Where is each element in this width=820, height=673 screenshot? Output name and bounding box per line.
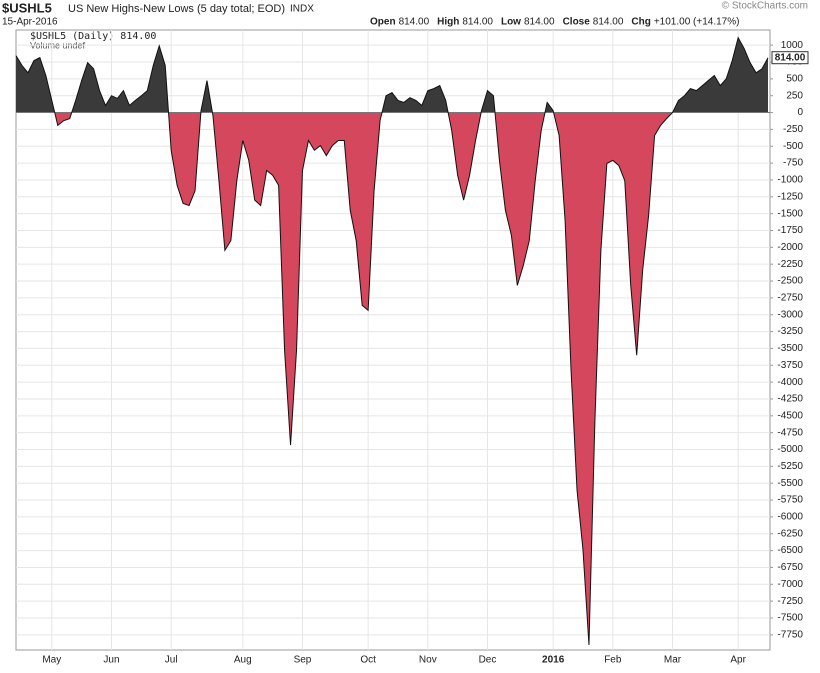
quote-label: Chg [631,17,650,28]
y-tick-label: -2250 [777,259,803,270]
area-negative [54,112,673,645]
chart-title: US New Highs-New Lows (5 day total; EOD) [68,3,285,15]
y-tick-label: -3000 [777,309,803,320]
y-tick-label: 0 [797,107,803,118]
x-tick-label: Nov [419,655,437,666]
quote-label: Close [563,17,591,28]
y-tick-label: -1750 [777,225,803,236]
y-tick-label: -5500 [777,478,803,489]
y-tick-label: -7000 [777,579,803,590]
x-tick-label: 2016 [542,655,565,666]
y-tick-label: -6750 [777,562,803,573]
y-tick-label: -6500 [777,545,803,556]
y-tick-label: -6250 [777,528,803,539]
y-tick-label: -250 [783,124,803,135]
x-tick-label: Aug [234,655,252,666]
y-tick-label: 1000 [781,40,804,51]
y-tick-label: -2750 [777,293,803,304]
quote-value: 814.00 [462,17,493,28]
line [15,36,769,645]
y-tick-label: -2000 [777,242,803,253]
y-tick-label: -5000 [777,444,803,455]
y-tick-label: -2500 [777,276,803,287]
legend: $USHL5 (Daily) 814.00 [30,31,156,42]
y-tick-label: -3750 [777,360,803,371]
x-tick-label: May [42,655,61,666]
y-tick-label: -7500 [777,613,803,624]
y-tick-label: -7250 [777,596,803,607]
symbol: $USHL5 [2,0,52,15]
x-tick-label: Dec [479,655,497,666]
y-tick-label: -750 [783,158,803,169]
x-tick-label: Sep [294,655,312,666]
quote: Open 814.00 High 814.00 Low 814.00 Close 814.00… [370,17,739,28]
y-tick-label: 250 [786,90,803,101]
quote-label: High [437,17,459,28]
x-tick-label: Jul [165,655,178,666]
y-tick-label: -4000 [777,377,803,388]
x-tick-label: Oct [360,655,376,666]
quote-value: 814.00 [593,17,624,28]
y-tick-label: -5250 [777,461,803,472]
y-tick-label: -1500 [777,208,803,219]
quote-label: Low [501,17,521,28]
y-tick-label: 500 [786,73,803,84]
y-tick-label: -7750 [777,629,803,640]
x-tick-label: Mar [664,655,682,666]
last-value-label: 814.00 [775,52,806,63]
last-value-box [771,51,809,65]
y-tick-label: -1250 [777,191,803,202]
plot-frame [15,29,771,651]
quote-value: 814.00 [524,17,555,28]
watermark: © StockCharts.com [722,1,808,12]
y-tick-label: -4250 [777,394,803,405]
y-tick-label: -3500 [777,343,803,354]
quote-value: 814.00 [399,17,430,28]
x-tick-label: Apr [730,655,746,666]
x-tick-label: Feb [604,655,622,666]
quote-value: +101.00 (+14.17%) [654,17,740,28]
y-tick-label: -5750 [777,495,803,506]
y-tick-label: -500 [783,141,803,152]
y-tick-label: -3250 [777,326,803,337]
area-positive [16,37,768,113]
y-tick-label: -4750 [777,427,803,438]
date: 15-Apr-2016 [2,17,58,28]
exchange: INDX [290,4,314,15]
y-tick-label: -4500 [777,410,803,421]
quote-label: Open [370,17,396,28]
y-tick-label: -1000 [777,175,803,186]
x-tick-label: Jun [103,655,119,666]
y-tick-label: -6000 [777,512,803,523]
